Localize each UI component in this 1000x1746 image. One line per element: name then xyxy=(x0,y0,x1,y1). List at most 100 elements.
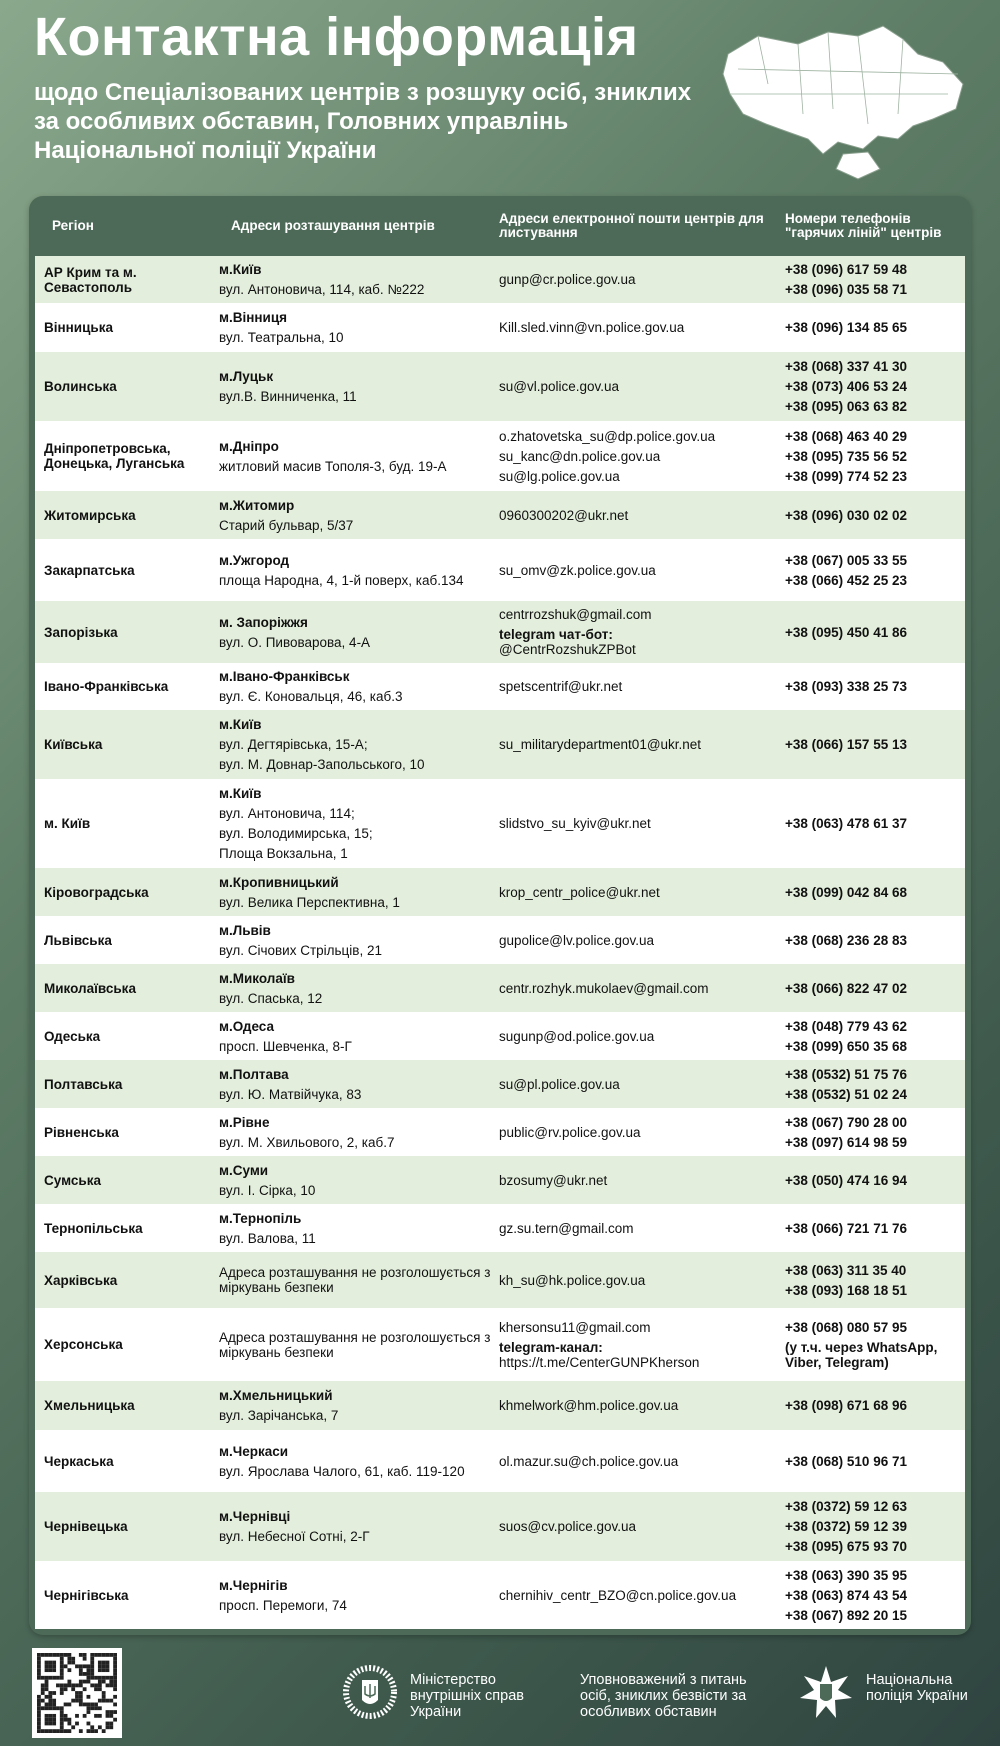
phone-cell: +38 (066) 157 55 13 xyxy=(781,737,965,752)
phone-number[interactable]: +38 (066) 157 55 13 xyxy=(785,737,907,752)
email-link[interactable]: gupolice@lv.police.gov.ua xyxy=(499,932,655,948)
email-link[interactable]: su_kanc@dn.police.gov.ua xyxy=(499,448,661,464)
email-link[interactable]: centrrozshuk@gmail.com xyxy=(499,607,652,622)
email-link[interactable]: su_militarydepartment01@ukr.net xyxy=(499,737,702,752)
email-cell: su_militarydepartment01@ukr.net xyxy=(495,737,781,752)
address-line: вул. Антоновича, 114, каб. №222 xyxy=(219,282,425,297)
address-cell: Адреса розташування не розголошується з … xyxy=(211,1330,495,1360)
phone-number[interactable]: +38 (073) 406 53 24 xyxy=(785,379,907,394)
phone-number[interactable]: +38 (095) 675 93 70 xyxy=(785,1539,907,1554)
email-link[interactable]: su@lg.police.gov.ua xyxy=(499,468,620,484)
region-cell: Львівська xyxy=(44,932,112,948)
address-line: вул. Зарічанська, 7 xyxy=(219,1408,339,1423)
email-cell: centrrozshuk@gmail.com telegram чат-бот: @… xyxy=(495,607,781,657)
email-cell: 0960300202@ukr.net xyxy=(495,508,781,523)
email-link[interactable]: ol.mazur.su@ch.police.gov.ua xyxy=(499,1453,679,1469)
phone-number[interactable]: +38 (097) 614 98 59 xyxy=(785,1134,907,1150)
address-cell: м.Івано-Франківськ вул. Є. Коновальця, 46… xyxy=(211,669,495,704)
table-row: Черкаська м.Черкаси вул. Ярослава Чалого, … xyxy=(35,1430,965,1492)
telegram-link[interactable]: https://t.me/CenterGUNPKherson xyxy=(499,1354,700,1370)
email-cell: gz.su.tern@gmail.com xyxy=(495,1221,781,1236)
email-link[interactable]: khersonsu11@gmail.com xyxy=(499,1319,651,1335)
email-link[interactable]: gz.su.tern@gmail.com xyxy=(499,1220,634,1236)
phone-number[interactable]: +38 (048) 779 43 62 xyxy=(785,1018,907,1034)
address-cell: м.Тернопіль вул. Валова, 11 xyxy=(211,1211,495,1246)
email-cell: kh_su@hk.police.gov.ua xyxy=(495,1273,781,1288)
phone-number[interactable]: +38 (066) 822 47 02 xyxy=(785,980,907,996)
phone-cell: +38 (096) 617 59 48 +38 (096) 035 58 71 xyxy=(781,262,965,297)
email-link[interactable]: su@pl.police.gov.ua xyxy=(499,1076,620,1092)
email-link[interactable]: su_omv@zk.police.gov.ua xyxy=(499,562,656,578)
region-cell: Волинська xyxy=(44,379,117,394)
phone-number[interactable]: +38 (063) 311 35 40 xyxy=(785,1262,907,1278)
city-name: м.Івано-Франківськ xyxy=(219,669,350,684)
address-cell: м.Вінниця вул. Театральна, 10 xyxy=(211,310,495,345)
email-link[interactable]: krop_centr_police@ukr.net xyxy=(499,884,660,900)
region-cell: Хмельницька xyxy=(44,1398,135,1413)
email-link[interactable]: centr.rozhyk.mukolaev@gmail.com xyxy=(499,980,709,996)
email-link[interactable]: public@rv.police.gov.ua xyxy=(499,1124,641,1140)
phone-number[interactable]: +38 (095) 450 41 86 xyxy=(785,624,907,640)
table-row: Львівська м.Львів вул. Січових Стрільців, … xyxy=(35,916,965,964)
phone-number[interactable]: +38 (0532) 51 75 76 xyxy=(785,1066,907,1082)
phone-number[interactable]: +38 (068) 080 57 95 xyxy=(785,1319,907,1335)
phone-number[interactable]: +38 (096) 617 59 48 xyxy=(785,262,907,277)
address-line: вул. Велика Перспективна, 1 xyxy=(219,894,400,910)
email-link[interactable]: 0960300202@ukr.net xyxy=(499,507,629,523)
email-link[interactable]: slidstvo_su_kyiv@ukr.net xyxy=(499,816,651,831)
region-cell: Чернігівська xyxy=(44,1587,129,1603)
email-link[interactable]: chernihiv_centr_BZO@cn.police.gov.ua xyxy=(499,1587,737,1603)
email-link[interactable]: suos@cv.police.gov.ua xyxy=(499,1519,637,1534)
city-name: м.Житомир xyxy=(219,497,295,513)
address-line: вул. Небесної Сотні, 2-Г xyxy=(219,1529,370,1544)
phone-number[interactable]: +38 (068) 510 96 71 xyxy=(785,1453,907,1469)
phone-number[interactable]: +38 (0532) 51 02 24 xyxy=(785,1086,907,1102)
phone-number[interactable]: +38 (0372) 59 12 63 xyxy=(785,1499,907,1514)
email-link[interactable]: Kill.sled.vinn@vn.police.gov.ua xyxy=(499,320,685,335)
email-link[interactable]: gunp@cr.police.gov.ua xyxy=(499,272,636,287)
email-link[interactable]: su@vl.police.gov.ua xyxy=(499,379,620,394)
address-cell: м.Чернівці вул. Небесної Сотні, 2-Г xyxy=(211,1509,495,1544)
phone-number[interactable]: +38 (099) 042 84 68 xyxy=(785,884,907,900)
phone-number[interactable]: +38 (067) 005 33 55 xyxy=(785,552,907,568)
telegram-link[interactable]: @CentrRozshukZPBot xyxy=(499,642,636,657)
phone-number[interactable]: +38 (096) 030 02 02 xyxy=(785,507,907,523)
email-link[interactable]: bzosumy@ukr.net xyxy=(499,1172,608,1188)
email-link[interactable]: kh_su@hk.police.gov.ua xyxy=(499,1272,646,1288)
qr-code-icon[interactable] xyxy=(32,1648,122,1738)
address-cell: м.Київ вул. Антоновича, 114; вул. Володими… xyxy=(211,786,495,861)
phone-number[interactable]: +38 (063) 390 35 95 xyxy=(785,1567,907,1583)
email-cell: gunp@cr.police.gov.ua xyxy=(495,272,781,287)
phone-number[interactable]: +38 (063) 478 61 37 xyxy=(785,816,907,831)
phone-number[interactable]: +38 (068) 337 41 30 xyxy=(785,359,907,374)
email-link[interactable]: spetscentrif@ukr.net xyxy=(499,679,623,694)
phone-number[interactable]: +38 (050) 474 16 94 xyxy=(785,1172,907,1188)
phone-number[interactable]: +38 (095) 735 56 52 xyxy=(785,448,907,464)
phone-number[interactable]: +38 (0372) 59 12 39 xyxy=(785,1519,907,1534)
phone-number[interactable]: +38 (063) 874 43 54 xyxy=(785,1587,907,1603)
phone-number[interactable]: +38 (095) 063 63 82 xyxy=(785,399,907,414)
phone-number[interactable]: +38 (066) 721 71 76 xyxy=(785,1220,907,1236)
table-row: АР Крим та м. Севастополь м.Київ вул. Анто… xyxy=(35,256,965,303)
phone-number[interactable]: +38 (099) 774 52 23 xyxy=(785,468,907,484)
phone-number[interactable]: +38 (093) 168 18 51 xyxy=(785,1282,907,1298)
phone-number[interactable]: +38 (068) 463 40 29 xyxy=(785,428,907,444)
phone-number[interactable]: +38 (067) 892 20 15 xyxy=(785,1607,907,1623)
table-row: Херсонська Адреса розташування не розголо… xyxy=(35,1308,965,1381)
phone-number[interactable]: +38 (066) 452 25 23 xyxy=(785,572,907,588)
email-link[interactable]: khmelwork@hm.police.gov.ua xyxy=(499,1398,679,1413)
email-cell: o.zhatovetska_su@dp.police.gov.ua su_kanc… xyxy=(495,429,781,484)
phone-number[interactable]: (у т.ч. через WhatsApp, Viber, Telegram) xyxy=(785,1339,938,1370)
phone-number[interactable]: +38 (098) 671 68 96 xyxy=(785,1398,907,1413)
phone-number[interactable]: +38 (099) 650 35 68 xyxy=(785,1038,907,1054)
region-cell: Полтавська xyxy=(44,1076,123,1092)
phone-number[interactable]: +38 (096) 035 58 71 xyxy=(785,282,907,297)
email-link[interactable]: sugunp@od.police.gov.ua xyxy=(499,1028,655,1044)
phone-number[interactable]: +38 (067) 790 28 00 xyxy=(785,1114,907,1130)
address-cell: м.Львів вул. Січових Стрільців, 21 xyxy=(211,923,495,958)
phone-number[interactable]: +38 (093) 338 25 73 xyxy=(785,679,907,694)
email-link[interactable]: o.zhatovetska_su@dp.police.gov.ua xyxy=(499,428,716,444)
phone-number[interactable]: +38 (068) 236 28 83 xyxy=(785,932,907,948)
phone-number[interactable]: +38 (096) 134 85 65 xyxy=(785,320,907,335)
email-cell: spetscentrif@ukr.net xyxy=(495,679,781,694)
